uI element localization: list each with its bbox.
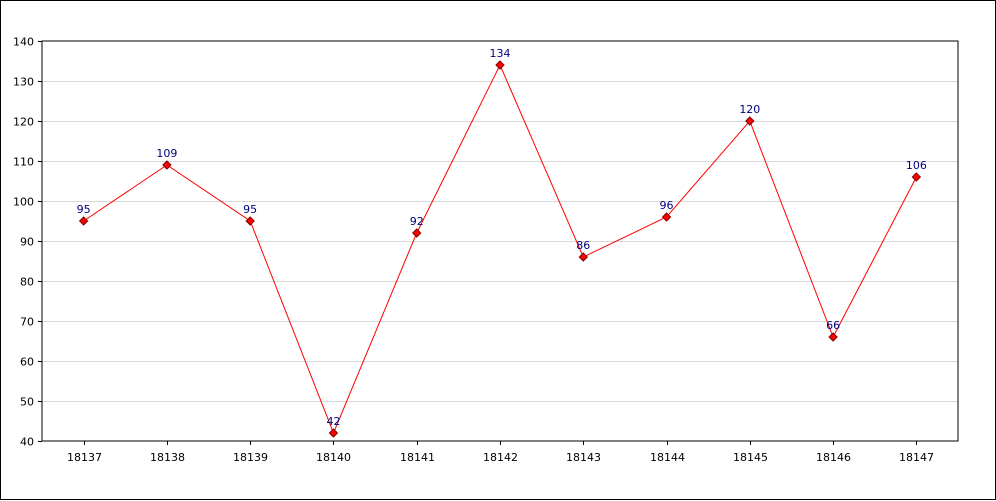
data-label: 96: [660, 199, 674, 212]
data-label: 95: [243, 203, 257, 216]
data-point: [911, 172, 922, 182]
data-point: [745, 116, 755, 126]
x-tick-label: 18145: [733, 451, 768, 464]
data-point: [412, 228, 422, 238]
data-label: 95: [77, 203, 91, 216]
x-tick-label: 18146: [816, 451, 851, 464]
data-label: 42: [326, 415, 340, 428]
x-tick-label: 18144: [650, 451, 685, 464]
data-point: [495, 60, 505, 70]
data-label: 106: [906, 159, 927, 172]
data-point: [162, 160, 172, 170]
data-point: [245, 216, 255, 226]
y-tick-label: 140: [13, 36, 34, 49]
data-point: [661, 212, 672, 222]
y-tick-label: 120: [13, 116, 34, 129]
y-axis: 40 50 60 70 80 90 100 110 120 130 140: [13, 36, 42, 449]
x-tick-label: 18140: [316, 451, 351, 464]
series: [78, 60, 922, 438]
data-point: [78, 216, 89, 226]
y-tick-label: 80: [20, 276, 34, 289]
data-label: 120: [739, 103, 760, 116]
data-point: [828, 332, 838, 342]
x-tick-label: 18143: [566, 451, 601, 464]
y-tick-label: 50: [20, 396, 34, 409]
data-point: [578, 252, 588, 262]
y-tick-label: 70: [20, 316, 34, 329]
y-tick-label: 90: [20, 236, 34, 249]
x-tick-label: 18138: [150, 451, 185, 464]
data-labels: 95 109 95 42 92 134 86 96 120 66 106: [77, 47, 927, 428]
y-tick-label: 100: [13, 196, 34, 209]
data-label: 109: [156, 147, 177, 160]
data-label: 134: [490, 47, 511, 60]
y-tick-label: 130: [13, 76, 34, 89]
x-tick-label: 18141: [400, 451, 435, 464]
gridlines: [42, 81, 958, 402]
y-tick-label: 60: [20, 356, 34, 369]
x-tick-label: 18137: [67, 451, 102, 464]
x-tick-label: 18147: [899, 451, 934, 464]
data-label: 66: [826, 319, 840, 332]
x-tick-label: 18142: [483, 451, 518, 464]
y-tick-label: 40: [20, 436, 34, 449]
series-line: [83, 63, 917, 435]
y-tick-label: 110: [13, 156, 34, 169]
x-axis: 18137 18138 18139 18140 18141 18142 18143 18144…: [67, 441, 934, 464]
data-label: 86: [576, 239, 590, 252]
data-point: [328, 428, 339, 438]
data-label: 92: [410, 215, 424, 228]
x-tick-label: 18139: [233, 451, 268, 464]
